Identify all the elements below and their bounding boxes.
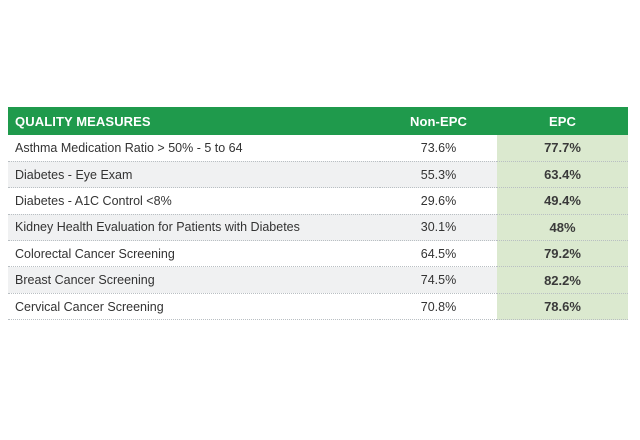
header-non-epc: Non-EPC xyxy=(380,107,497,135)
measure-name: Asthma Medication Ratio > 50% - 5 to 64 xyxy=(8,135,380,162)
header-epc: EPC xyxy=(497,107,628,135)
non-epc-value: 55.3% xyxy=(380,161,497,189)
header-quality-measures: QUALITY MEASURES xyxy=(8,107,380,135)
table-row: Cervical Cancer Screening 70.8% 78.6% xyxy=(8,293,628,321)
table-header: QUALITY MEASURES Non-EPC EPC xyxy=(8,107,628,135)
table-row: Kidney Health Evaluation for Patients wi… xyxy=(8,214,628,242)
non-epc-value: 70.8% xyxy=(380,293,497,321)
epc-value: 82.2% xyxy=(497,266,628,294)
quality-measures-table: QUALITY MEASURES Non-EPC EPC Asthma Medi… xyxy=(8,107,628,321)
measure-name: Diabetes - A1C Control <8% xyxy=(8,187,380,215)
non-epc-value: 29.6% xyxy=(380,187,497,215)
table-row: Asthma Medication Ratio > 50% - 5 to 64 … xyxy=(8,135,628,162)
epc-value: 63.4% xyxy=(497,161,628,189)
measure-name: Colorectal Cancer Screening xyxy=(8,240,380,268)
non-epc-value: 30.1% xyxy=(380,214,497,242)
epc-value: 48% xyxy=(497,214,628,242)
measure-name: Cervical Cancer Screening xyxy=(8,293,380,321)
non-epc-value: 73.6% xyxy=(380,135,497,162)
non-epc-value: 74.5% xyxy=(380,266,497,294)
non-epc-value: 64.5% xyxy=(380,240,497,268)
epc-value: 78.6% xyxy=(497,293,628,321)
quality-measures-table-container: QUALITY MEASURES Non-EPC EPC Asthma Medi… xyxy=(8,107,628,321)
table-body: Asthma Medication Ratio > 50% - 5 to 64 … xyxy=(8,135,628,321)
header-row: QUALITY MEASURES Non-EPC EPC xyxy=(8,107,628,135)
measure-name: Breast Cancer Screening xyxy=(8,266,380,294)
table-row: Breast Cancer Screening 74.5% 82.2% xyxy=(8,266,628,294)
epc-value: 77.7% xyxy=(497,135,628,162)
epc-value: 49.4% xyxy=(497,187,628,215)
measure-name: Diabetes - Eye Exam xyxy=(8,161,380,189)
table-row: Diabetes - A1C Control <8% 29.6% 49.4% xyxy=(8,187,628,215)
table-row: Colorectal Cancer Screening 64.5% 79.2% xyxy=(8,240,628,268)
measure-name: Kidney Health Evaluation for Patients wi… xyxy=(8,214,380,242)
epc-value: 79.2% xyxy=(497,240,628,268)
table-row: Diabetes - Eye Exam 55.3% 63.4% xyxy=(8,161,628,189)
